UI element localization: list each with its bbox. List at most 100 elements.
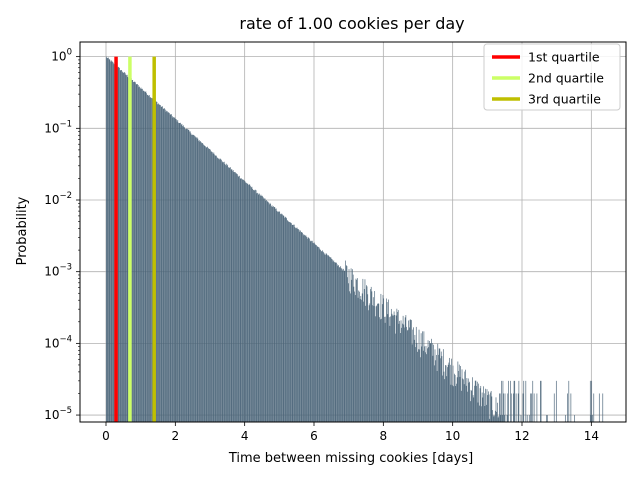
histogram-bar xyxy=(217,158,219,422)
histogram-bar xyxy=(107,57,109,422)
histogram-bar xyxy=(176,121,178,423)
histogram-bar xyxy=(207,146,208,423)
histogram-bar xyxy=(167,112,169,422)
histogram-bar xyxy=(196,137,198,422)
x-tick-label: 14 xyxy=(584,429,599,443)
histogram-bar xyxy=(480,385,482,422)
histogram-bar xyxy=(147,94,149,423)
histogram-bar xyxy=(498,416,500,422)
histogram-bar xyxy=(502,380,504,422)
x-tick-label: 0 xyxy=(102,429,110,443)
histogram-bar xyxy=(106,56,107,423)
histogram-bar xyxy=(121,71,123,423)
histogram-bar xyxy=(421,346,423,422)
histogram-bar xyxy=(300,232,302,422)
histogram-bar xyxy=(253,189,255,422)
histogram-bar xyxy=(427,340,429,422)
histogram-bar xyxy=(310,241,312,422)
histogram-bar xyxy=(365,305,366,422)
x-axis-label: Time between missing cookies [days] xyxy=(228,451,473,466)
histogram-bar xyxy=(513,380,515,422)
histogram-bar xyxy=(371,291,373,422)
histogram-bar xyxy=(233,172,235,422)
histogram-bar xyxy=(205,146,206,422)
histogram-bar xyxy=(181,123,183,423)
histogram-bar xyxy=(468,382,470,422)
histogram-bar xyxy=(526,415,528,422)
histogram-bar xyxy=(338,267,340,422)
histogram-bar xyxy=(251,186,253,422)
histogram-bar xyxy=(264,198,265,422)
histogram-bar xyxy=(146,93,147,423)
histogram-bar xyxy=(413,339,415,422)
histogram-bar xyxy=(159,104,161,422)
histogram-bar xyxy=(289,221,290,422)
y-tick-label: 10−1 xyxy=(44,119,72,135)
histogram-bar xyxy=(343,270,345,422)
histogram-bar xyxy=(156,101,158,422)
histogram-bar xyxy=(281,213,283,422)
histogram-bar xyxy=(481,406,482,422)
histogram-bar xyxy=(467,391,468,422)
histogram-bar xyxy=(192,134,194,422)
histogram-bar xyxy=(320,251,322,422)
histogram-bar xyxy=(445,365,446,422)
histogram-bar xyxy=(252,188,253,422)
histogram-bar xyxy=(486,389,488,422)
histogram-bar xyxy=(455,385,457,422)
histogram-bar xyxy=(401,327,403,422)
histogram-bar xyxy=(136,84,138,422)
histogram-bar xyxy=(185,129,186,422)
histogram-bar xyxy=(255,190,257,422)
histogram-bar xyxy=(411,344,413,422)
histogram-bar xyxy=(492,415,494,422)
histogram-bar xyxy=(127,77,129,422)
histogram-bar xyxy=(262,196,264,422)
histogram-bar xyxy=(443,371,445,422)
histogram-bar xyxy=(224,163,226,422)
histogram-bar xyxy=(161,106,163,422)
histogram-bar xyxy=(231,169,233,422)
histogram-bar xyxy=(223,162,224,423)
histogram-bar xyxy=(144,92,146,422)
histogram-bar xyxy=(314,242,315,422)
histogram-bar xyxy=(202,143,204,423)
histogram-bar xyxy=(404,317,406,422)
histogram-bar xyxy=(488,391,489,422)
histogram-bar xyxy=(315,245,317,422)
histogram-bar xyxy=(372,305,373,422)
histogram-bar xyxy=(108,57,109,423)
histogram-bar xyxy=(266,201,268,422)
histogram-bar xyxy=(306,237,308,422)
histogram-bar xyxy=(230,167,231,422)
histogram-bar xyxy=(282,214,283,422)
histogram-bar xyxy=(503,393,504,422)
histogram-bar xyxy=(366,286,368,422)
histogram-bar xyxy=(243,180,245,422)
histogram-bar xyxy=(307,236,309,422)
histogram-bar xyxy=(264,198,266,422)
histogram-bar xyxy=(146,94,148,422)
x-tick-label: 4 xyxy=(241,429,249,443)
histogram-bar xyxy=(249,184,251,422)
histogram-bar xyxy=(430,343,432,422)
histogram-bar xyxy=(191,134,193,422)
histogram-bar xyxy=(474,385,475,422)
histogram-bar xyxy=(479,405,480,422)
histogram-bar xyxy=(216,156,217,422)
histogram-bar xyxy=(198,140,199,423)
histogram-bar xyxy=(488,394,490,422)
histogram-bar xyxy=(280,214,282,422)
histogram-bar xyxy=(377,303,378,422)
histogram-bar xyxy=(478,383,480,422)
histogram-bar xyxy=(422,350,424,422)
histogram-bar xyxy=(536,393,538,422)
histogram-bar xyxy=(517,393,519,422)
histogram-bar xyxy=(500,415,502,422)
histogram-bar xyxy=(473,397,475,422)
histogram-bar xyxy=(350,293,351,422)
histogram-bar xyxy=(165,111,167,422)
histogram-bar xyxy=(162,108,164,422)
histogram-bar xyxy=(356,278,358,422)
legend-label: 3rd quartile xyxy=(528,92,601,107)
